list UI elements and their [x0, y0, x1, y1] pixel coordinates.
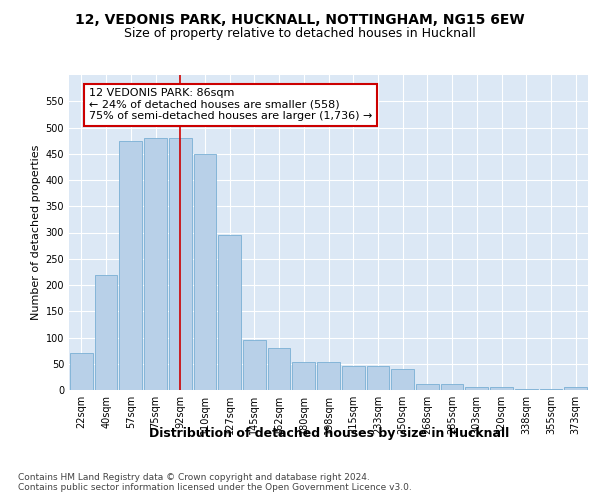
Bar — [292, 362, 315, 390]
Bar — [416, 384, 439, 390]
Bar — [490, 388, 513, 390]
Bar — [194, 154, 216, 390]
Bar — [441, 384, 463, 390]
Bar — [243, 340, 266, 390]
Bar — [169, 138, 191, 390]
Bar — [218, 235, 241, 390]
Text: 12, VEDONIS PARK, HUCKNALL, NOTTINGHAM, NG15 6EW: 12, VEDONIS PARK, HUCKNALL, NOTTINGHAM, … — [75, 12, 525, 26]
Bar — [95, 274, 118, 390]
Bar — [119, 140, 142, 390]
Bar — [317, 362, 340, 390]
Bar — [367, 366, 389, 390]
Bar — [564, 388, 587, 390]
Text: Contains HM Land Registry data © Crown copyright and database right 2024.
Contai: Contains HM Land Registry data © Crown c… — [18, 472, 412, 492]
Bar — [466, 388, 488, 390]
Bar — [70, 353, 93, 390]
Text: Size of property relative to detached houses in Hucknall: Size of property relative to detached ho… — [124, 28, 476, 40]
Text: 12 VEDONIS PARK: 86sqm
← 24% of detached houses are smaller (558)
75% of semi-de: 12 VEDONIS PARK: 86sqm ← 24% of detached… — [89, 88, 372, 122]
Bar — [144, 138, 167, 390]
Y-axis label: Number of detached properties: Number of detached properties — [31, 145, 41, 320]
Bar — [342, 366, 365, 390]
Text: Distribution of detached houses by size in Hucknall: Distribution of detached houses by size … — [149, 428, 509, 440]
Bar — [391, 369, 414, 390]
Bar — [268, 348, 290, 390]
